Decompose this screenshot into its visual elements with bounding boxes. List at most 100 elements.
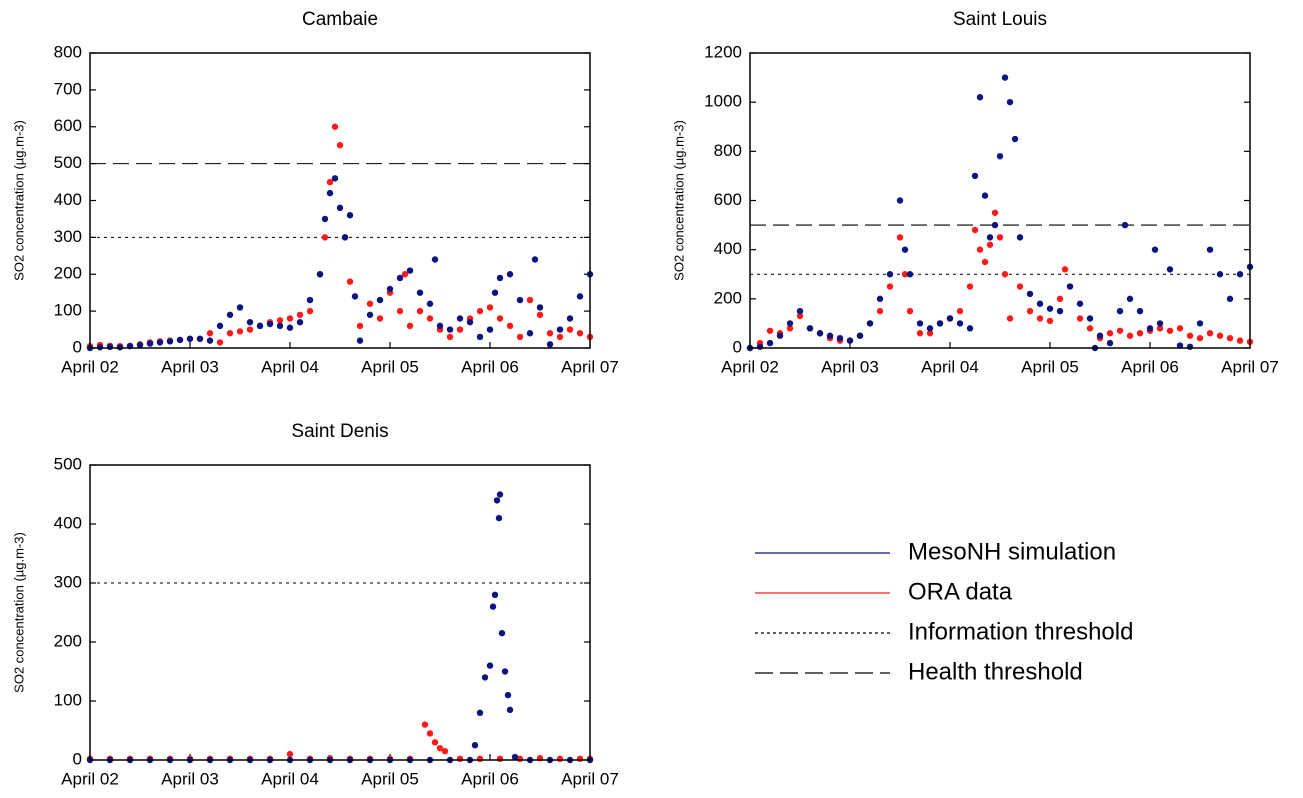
point: [876, 307, 884, 315]
x-tick-label: April 03: [161, 357, 219, 376]
point: [306, 296, 314, 304]
point: [356, 337, 364, 344]
point: [431, 739, 439, 746]
point: [846, 337, 854, 344]
point: [489, 603, 497, 610]
point: [1076, 315, 1084, 322]
point: [1196, 334, 1204, 342]
point: [966, 283, 974, 290]
point: [286, 315, 294, 322]
point: [996, 234, 1004, 241]
point: [376, 296, 384, 304]
point: [236, 328, 244, 335]
point: [266, 320, 274, 328]
point: [1136, 330, 1144, 337]
point: [206, 330, 214, 337]
point: [346, 278, 354, 285]
x-tick-label: April 06: [461, 769, 519, 788]
point: [766, 339, 774, 347]
point: [481, 674, 489, 681]
point: [441, 747, 449, 755]
point: [504, 691, 512, 699]
point: [991, 221, 999, 229]
y-tick-label: 600: [54, 116, 82, 135]
point: [486, 304, 494, 311]
point: [446, 326, 454, 333]
x-tick-label: April 05: [361, 769, 419, 788]
point: [1001, 271, 1009, 278]
x-tick-label: April 04: [921, 357, 979, 376]
point: [376, 315, 384, 322]
point: [496, 755, 504, 763]
point: [476, 709, 484, 716]
point: [756, 343, 764, 350]
point: [406, 267, 414, 274]
plot-frame: [749, 52, 1251, 349]
y-tick-label: 800: [714, 141, 742, 160]
point: [226, 311, 234, 319]
point: [286, 324, 294, 331]
point: [1086, 325, 1094, 332]
point: [536, 304, 544, 311]
point: [956, 320, 964, 327]
point: [256, 322, 264, 330]
point: [496, 491, 504, 498]
y-tick-label: 200: [714, 288, 742, 307]
point: [186, 335, 194, 342]
point: [776, 332, 784, 339]
point: [216, 339, 224, 346]
point: [1156, 320, 1164, 327]
point: [886, 283, 894, 290]
point: [1036, 315, 1044, 322]
point: [426, 730, 434, 737]
subplot: Saint Louis SO2 concentration (µg.m-3) 0 20…: [671, 9, 1278, 376]
point: [471, 742, 479, 749]
point: [906, 271, 914, 278]
y-tick-label: 500: [54, 153, 82, 172]
point: [926, 325, 934, 332]
point: [566, 326, 574, 333]
point: [476, 755, 484, 763]
y-tick-label: 100: [54, 690, 82, 709]
point: [421, 721, 429, 728]
point: [493, 497, 501, 504]
point: [1156, 325, 1164, 332]
point: [336, 141, 344, 149]
point: [1116, 327, 1124, 334]
point: [1061, 266, 1069, 273]
point: [1011, 135, 1019, 143]
y-axis-label: SO2 concentration (µg.m-3): [671, 120, 686, 281]
point: [1126, 295, 1134, 303]
point: [896, 197, 904, 204]
point: [236, 304, 244, 311]
point: [501, 668, 509, 675]
point: [346, 212, 354, 219]
point: [1116, 307, 1124, 315]
point: [1176, 325, 1184, 332]
point: [906, 307, 914, 315]
y-tick-label: 0: [73, 749, 82, 768]
point: [976, 246, 984, 253]
point: [506, 271, 514, 278]
point: [1066, 283, 1074, 290]
x-tick-label: April 07: [1221, 357, 1279, 376]
point: [576, 330, 584, 337]
y-tick-label: 800: [54, 42, 82, 61]
point: [331, 123, 339, 130]
point: [1176, 342, 1184, 349]
x-tick-label: April 07: [561, 357, 619, 376]
point: [1006, 98, 1014, 106]
point: [996, 153, 1004, 160]
point: [1226, 295, 1234, 303]
point: [216, 322, 224, 330]
point: [331, 175, 339, 182]
y-tick-label: 700: [54, 79, 82, 98]
point: [401, 271, 409, 278]
point: [246, 326, 254, 333]
point: [1206, 246, 1214, 253]
point: [396, 274, 404, 282]
y-axis-label: SO2 concentration (µg.m-3): [11, 120, 26, 281]
point: [1186, 343, 1194, 350]
point: [506, 706, 514, 714]
point: [321, 215, 329, 223]
